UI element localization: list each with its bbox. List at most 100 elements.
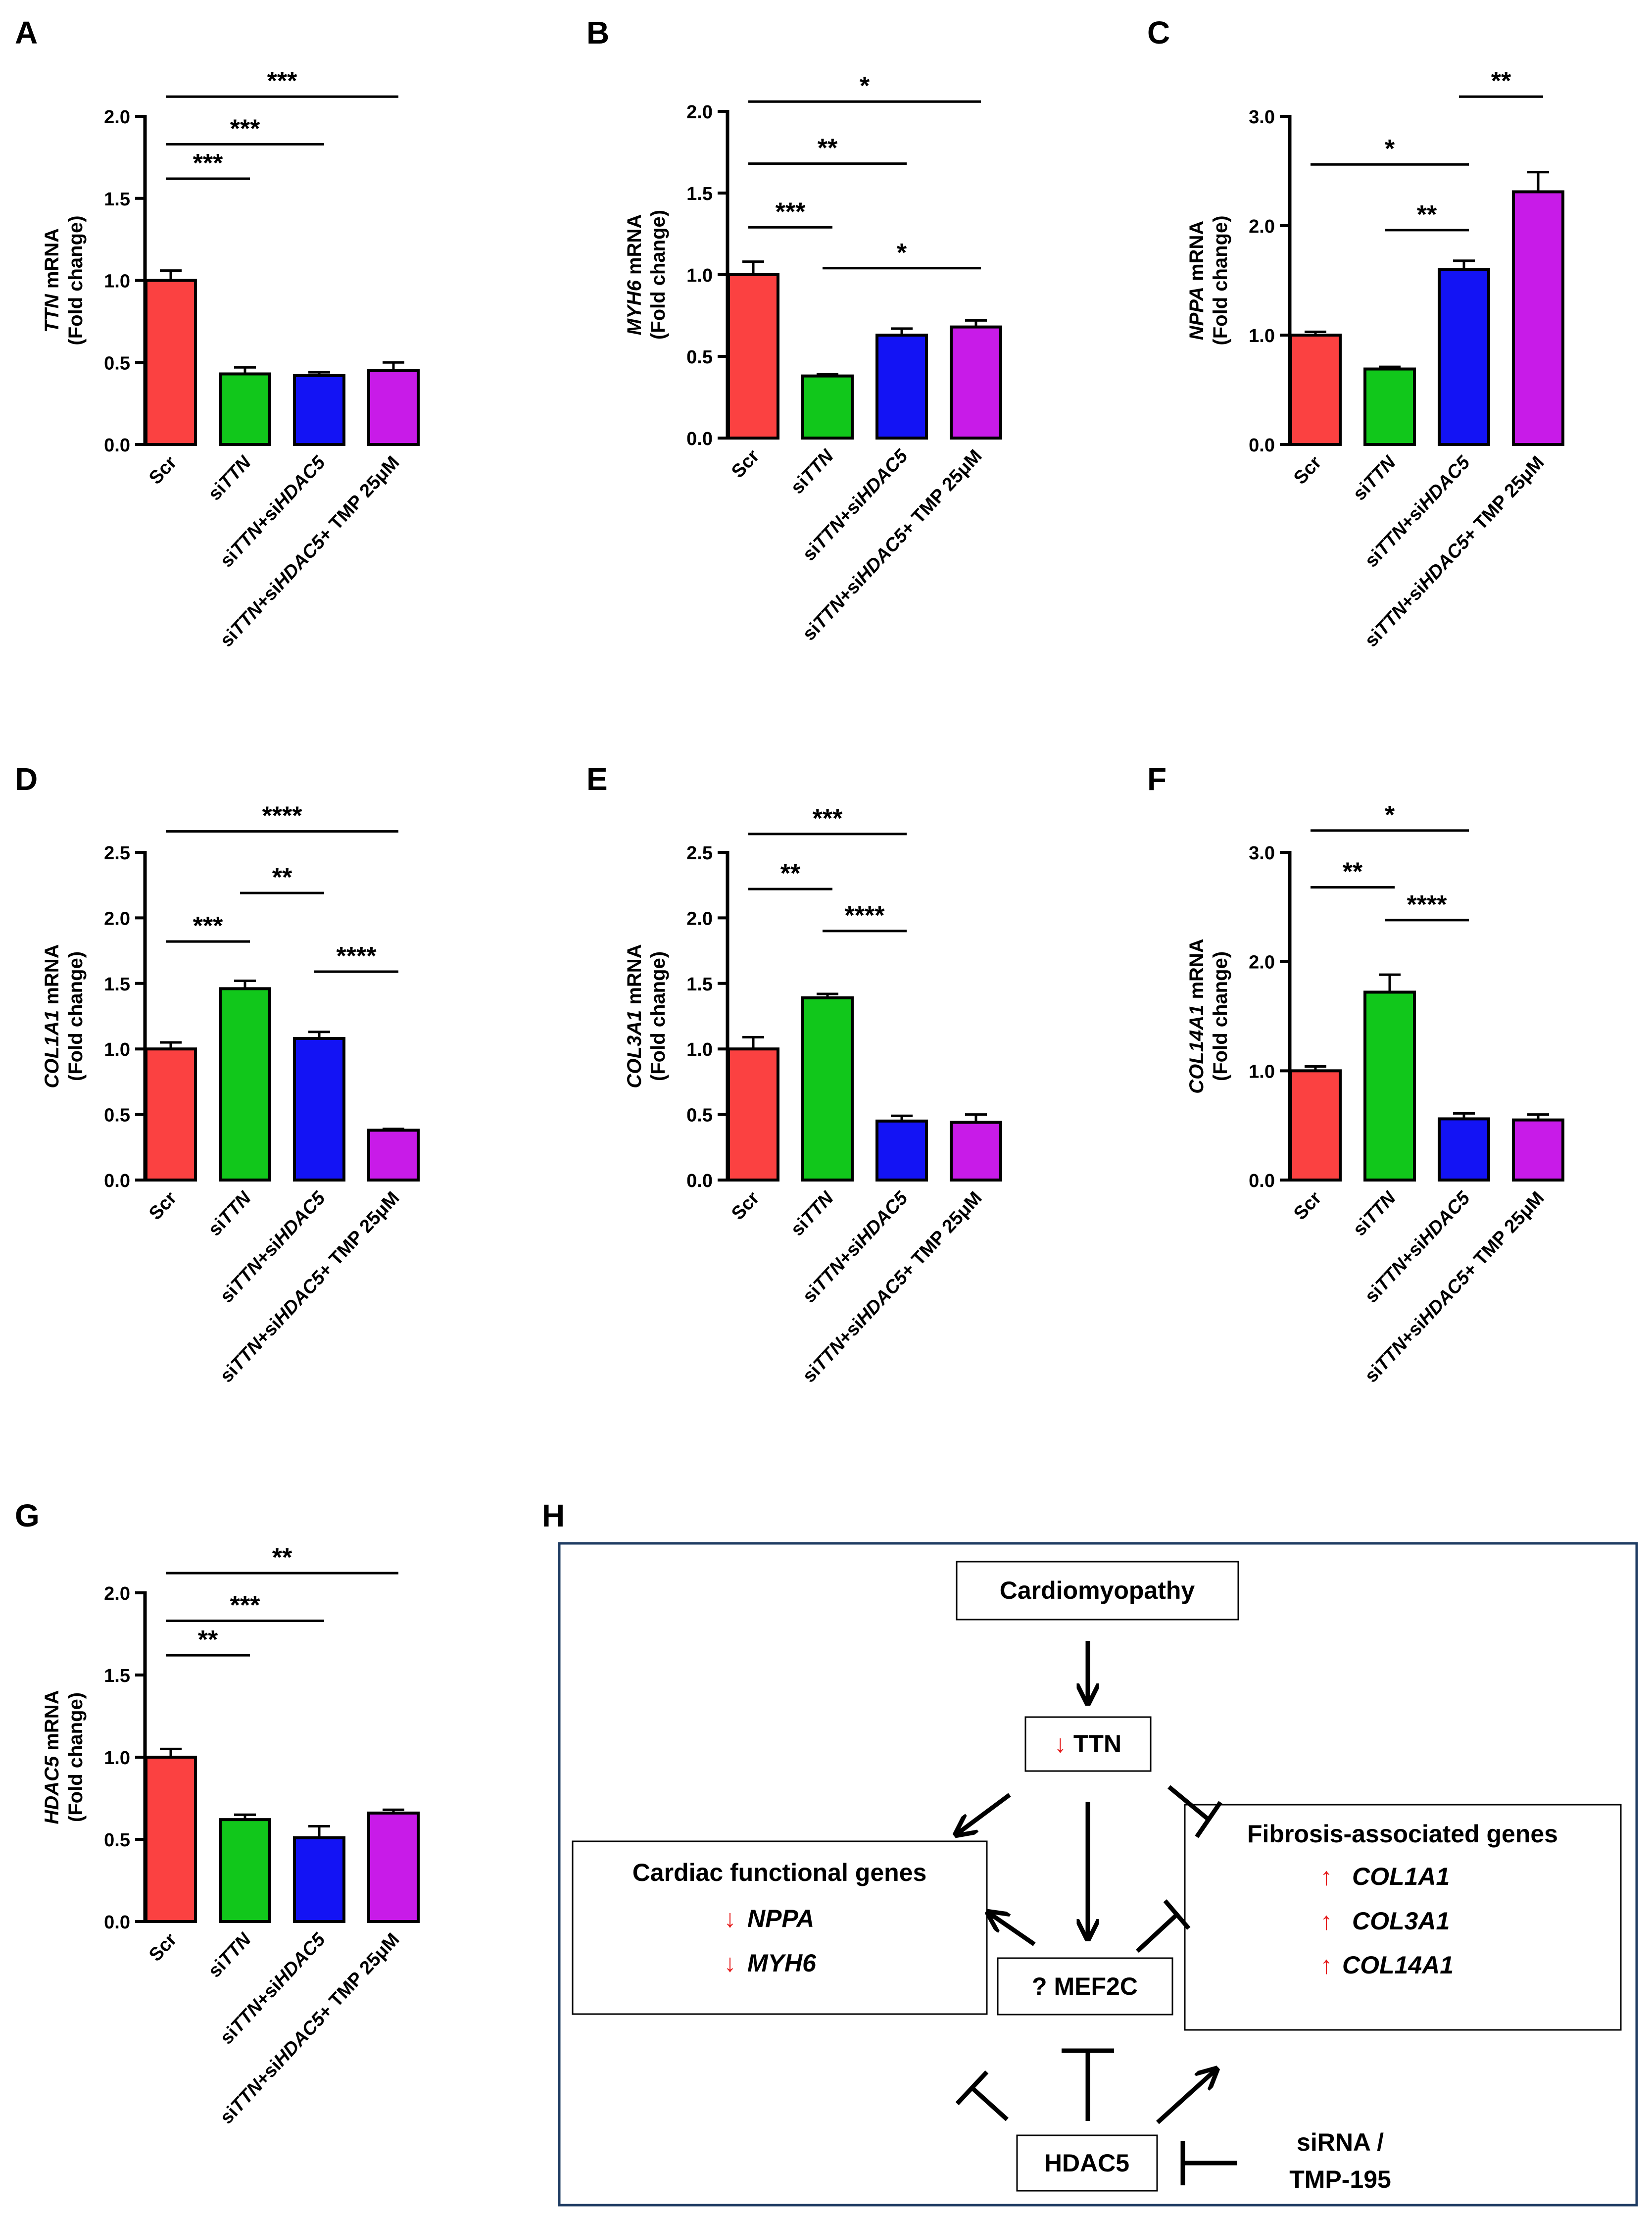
bar-sittn-sihdac5 <box>293 374 345 446</box>
y-axis-label: COL14A1 mRNA <box>1186 938 1208 1093</box>
bar-sittn-sihdac5 <box>875 334 928 440</box>
ttn-down-arrow: ↓ <box>1054 1730 1067 1758</box>
bar-sittn-sihdac5-tmp <box>367 1811 420 1923</box>
bar-scr <box>145 1047 197 1182</box>
significance-label: *** <box>776 197 806 226</box>
y-axis-label: COL1A1 mRNA <box>41 944 63 1088</box>
y-tick-label: 2.5 <box>686 843 713 864</box>
cardiac-gene-myh6: MYH6 <box>747 1949 817 1977</box>
ttn-box <box>1024 1716 1152 1772</box>
x-tick-label: siTTN <box>204 1187 256 1240</box>
y-tick-label: 1.0 <box>104 1748 130 1769</box>
x-tick-label-part: HDAC5 <box>1415 532 1475 593</box>
y-tick-label: 2.0 <box>104 908 130 929</box>
significance-label: *** <box>193 149 223 178</box>
x-tick-label-part: HDAC5 <box>270 2009 330 2070</box>
y-axis-label: TTN mRNA <box>41 228 63 333</box>
y-axis-label-line2: (Fold change) <box>65 1692 87 1822</box>
x-tick-label: Scr <box>728 445 764 482</box>
significance-label: ** <box>1417 200 1437 229</box>
y-axis-label-line2: (Fold change) <box>1210 951 1231 1081</box>
cardiomyopathy-box <box>956 1561 1239 1621</box>
significance-label: * <box>897 239 907 267</box>
y-tick-label: 3.0 <box>1249 107 1275 128</box>
y-tick-label: 0.0 <box>104 1171 130 1191</box>
x-tick-label: siTTN <box>1349 451 1401 504</box>
panel-letter-c: C <box>1147 15 1170 50</box>
y-tick-label: 0.0 <box>1249 435 1275 456</box>
y-tick-label: 1.5 <box>104 189 130 210</box>
x-tick-label-part: Scr <box>1290 452 1326 489</box>
mef2c-box <box>997 1957 1173 2016</box>
x-tick-label: Scr <box>728 1187 764 1224</box>
x-tick-label-part: HDAC5 <box>853 1267 913 1329</box>
chart-myh6: 0.0 0.5 1.0 1.5 2.0 MYH6 mRNA (Fold change) Scr… <box>624 72 1002 644</box>
x-tick-label: siTTN <box>204 1928 256 1981</box>
x-tick-label-part: HDAC5 <box>853 445 913 507</box>
y-tick-label: 0.0 <box>104 1912 130 1933</box>
hdac5-label: HDAC5 <box>1044 2149 1129 2177</box>
inhibit-sirna-hdac5 <box>1180 2141 1237 2185</box>
fibrosis-gene-col14a1-arrow: ↑ <box>1320 1951 1333 1979</box>
bar-sittn-sihdac5-tmp <box>367 369 420 446</box>
x-tick-label: Scr <box>145 1187 181 1224</box>
x-tick-label: siTTN <box>787 1187 838 1240</box>
inhibit-hdac5-mef2c <box>1062 2048 1114 2121</box>
bar-sittn <box>1363 990 1416 1182</box>
panel-letter-g: G <box>15 1498 40 1533</box>
ttn-label: ↓ TTN <box>1054 1730 1121 1758</box>
bar-sittn <box>801 996 854 1182</box>
chart-col1a1: 0.0 0.5 1.0 1.5 2.0 2.5 COL1A1 mRNA (Fold chang… <box>41 802 420 1386</box>
x-tick-label: Scr <box>145 452 181 489</box>
bar-scr <box>727 273 779 440</box>
mef2c-label: ? MEF2C <box>1032 1972 1138 2000</box>
bar-scr <box>1289 1069 1342 1182</box>
y-axis-label: MYH6 mRNA <box>624 214 645 335</box>
x-tick-label-part: HDAC5 <box>1415 452 1475 514</box>
fibrosis-gene-col3a1-arrow: ↑ <box>1320 1907 1333 1935</box>
significance-label: **** <box>845 901 885 930</box>
x-tick-label-part: HDAC5 <box>853 525 913 587</box>
bar-sittn-sihdac5-tmp <box>1512 190 1564 446</box>
significance-label: *** <box>230 1591 260 1620</box>
y-tick-label: 1.0 <box>686 1039 713 1060</box>
x-tick-label: Scr <box>145 1929 181 1966</box>
significance-label: *** <box>193 912 223 940</box>
fibrosis-genes-title: Fibrosis-associated genes <box>1247 1820 1558 1848</box>
y-axis-label-gene: COL1A1 <box>41 1010 63 1088</box>
fibrosis-gene-col1a1-arrow: ↑ <box>1320 1863 1333 1890</box>
x-tick-label-part: Scr <box>1290 1187 1326 1224</box>
y-axis-label-gene: NPPA <box>1186 287 1208 340</box>
y-axis-label-unit: mRNA <box>1186 221 1208 287</box>
y-axis-label-line2: (Fold change) <box>647 951 669 1081</box>
bar-scr <box>727 1047 779 1182</box>
significance-label: * <box>860 72 870 100</box>
significance-label: ** <box>198 1626 218 1654</box>
panel-letter-f: F <box>1147 761 1166 797</box>
y-axis-label-unit: mRNA <box>41 944 63 1010</box>
bar-sittn-sihdac5 <box>875 1119 928 1182</box>
cardiac-gene-nppa: NPPA <box>747 1905 814 1932</box>
pathway-diagram: Cardiomyopathy ↓ TTN ? MEF2C HDAC5 Cardia… <box>558 1542 1638 2207</box>
y-tick-label: 0.0 <box>1249 1171 1275 1191</box>
diagram-frame <box>558 1542 1638 2207</box>
y-tick-label: 0.5 <box>104 353 130 374</box>
bar-sittn-sihdac5 <box>293 1836 345 1923</box>
y-axis-label-unit: mRNA <box>624 944 645 1010</box>
y-tick-label: 2.0 <box>686 102 713 123</box>
x-tick-label-part: Scr <box>728 445 764 482</box>
fibrosis-gene-col1a1: COL1A1 <box>1352 1863 1450 1890</box>
bar-sittn-sihdac5-tmp <box>1512 1118 1564 1182</box>
y-tick-label: 2.0 <box>104 1583 130 1604</box>
x-tick-label-part: Scr <box>145 1187 181 1224</box>
y-tick-label: 0.5 <box>104 1105 130 1126</box>
bar-sittn-sihdac5 <box>1438 1117 1490 1182</box>
y-tick-label: 0.5 <box>686 1105 713 1126</box>
significance-label: ** <box>272 863 292 892</box>
fibrosis-genes-box <box>1184 1804 1622 2031</box>
y-tick-label: 2.0 <box>1249 952 1275 973</box>
x-tick-label-part: Scr <box>728 1187 764 1224</box>
bar-scr <box>145 279 197 446</box>
chart-col3a1: 0.0 0.5 1.0 1.5 2.0 2.5 COL3A1 mRNA (Fold chang… <box>624 804 1002 1386</box>
